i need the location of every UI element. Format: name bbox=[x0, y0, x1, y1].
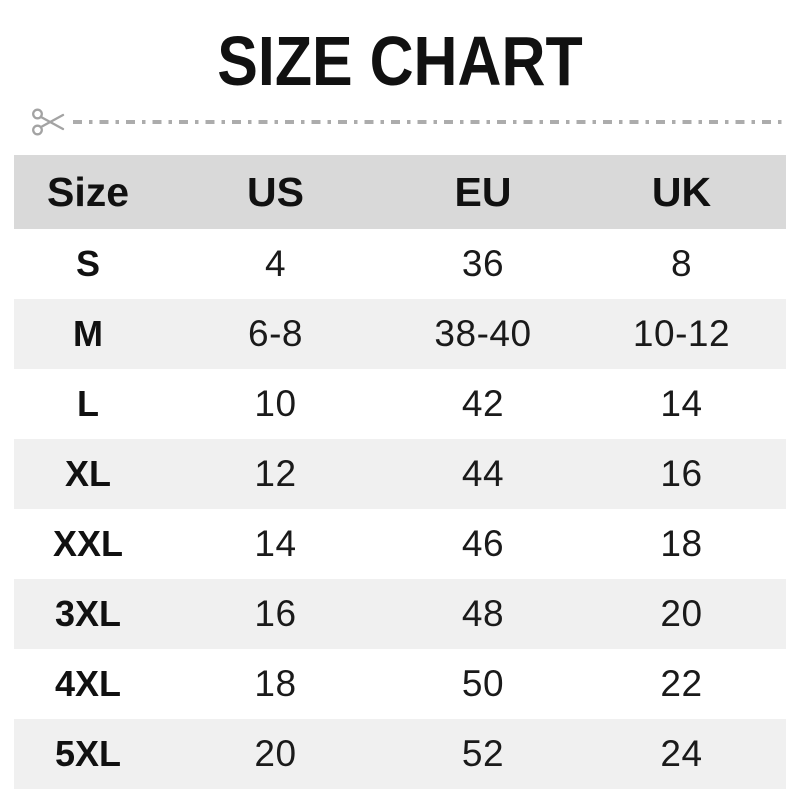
table-row: 3XL 16 48 20 bbox=[14, 579, 786, 649]
cell-uk: 24 bbox=[660, 733, 703, 774]
table-row: M 6-8 38-40 10-12 bbox=[14, 299, 786, 369]
cell-us: 12 bbox=[254, 453, 297, 494]
table-row: L 10 42 14 bbox=[14, 369, 786, 439]
cell-uk: 14 bbox=[660, 383, 703, 424]
cell-size: 5XL bbox=[54, 733, 122, 774]
cell-uk: 10-12 bbox=[632, 313, 731, 354]
cell-uk: 16 bbox=[660, 453, 703, 494]
cell-uk: 20 bbox=[660, 593, 703, 634]
cell-uk: 18 bbox=[660, 523, 703, 564]
cell-size: 3XL bbox=[54, 593, 122, 634]
cell-eu: 44 bbox=[461, 453, 505, 494]
size-chart-page: SIZE CHART Size US EU UK S bbox=[0, 26, 800, 800]
table-row: S 4 36 8 bbox=[14, 229, 786, 299]
scissors-icon bbox=[32, 108, 65, 136]
cut-line bbox=[30, 104, 788, 140]
column-header-size: Size bbox=[14, 155, 162, 229]
cell-eu: 50 bbox=[461, 663, 505, 704]
table-row: 5XL 20 52 24 bbox=[14, 719, 786, 789]
cell-eu: 42 bbox=[461, 383, 505, 424]
dashed-cut-line bbox=[73, 120, 788, 124]
cell-size: XXL bbox=[52, 523, 123, 564]
cell-us: 16 bbox=[254, 593, 297, 634]
cell-size: XL bbox=[64, 453, 111, 494]
cell-eu: 38-40 bbox=[434, 313, 532, 354]
cell-eu: 52 bbox=[461, 733, 505, 774]
cell-us: 20 bbox=[254, 733, 297, 774]
size-table: Size US EU UK S 4 36 8 M 6-8 38-40 10-12… bbox=[14, 155, 786, 789]
cell-size: M bbox=[73, 313, 103, 354]
cell-uk: 8 bbox=[670, 243, 693, 284]
cell-us: 14 bbox=[254, 523, 297, 564]
column-header-uk: UK bbox=[577, 155, 786, 229]
column-header-eu: EU bbox=[389, 155, 577, 229]
column-header-us: US bbox=[162, 155, 389, 229]
cell-size: S bbox=[75, 243, 100, 284]
cell-eu: 48 bbox=[461, 593, 505, 634]
table-row: 4XL 18 50 22 bbox=[14, 649, 786, 719]
cell-uk: 22 bbox=[660, 663, 703, 704]
table-row: XXL 14 46 18 bbox=[14, 509, 786, 579]
cell-us: 18 bbox=[254, 663, 297, 704]
cell-us: 4 bbox=[264, 243, 287, 284]
cell-size: 4XL bbox=[54, 663, 122, 704]
cell-us: 10 bbox=[254, 383, 297, 424]
cell-eu: 46 bbox=[461, 523, 505, 564]
cell-size: L bbox=[77, 383, 99, 424]
cell-eu: 36 bbox=[461, 243, 505, 284]
cell-us: 6-8 bbox=[248, 313, 303, 354]
header-row: Size US EU UK bbox=[14, 155, 786, 229]
page-title: SIZE CHART bbox=[217, 22, 583, 100]
table-row: XL 12 44 16 bbox=[14, 439, 786, 509]
